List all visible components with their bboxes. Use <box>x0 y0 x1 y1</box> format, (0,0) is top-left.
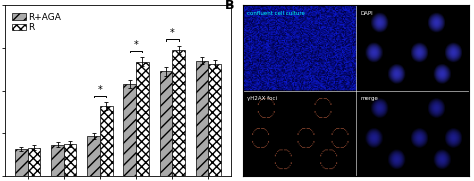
Text: *: * <box>98 85 102 95</box>
Bar <box>27 148 40 176</box>
Text: confluent cell culture: confluent cell culture <box>247 10 305 16</box>
Text: merge: merge <box>361 96 378 101</box>
Bar <box>87 136 100 176</box>
Text: B: B <box>225 0 234 12</box>
Bar <box>51 144 64 176</box>
Bar <box>15 149 27 176</box>
Bar <box>100 106 113 176</box>
Legend: R+AGA, R: R+AGA, R <box>9 10 64 35</box>
Text: *: * <box>170 28 174 38</box>
Text: γH2AX foci: γH2AX foci <box>247 96 277 101</box>
Bar <box>209 64 221 176</box>
Text: DAPI: DAPI <box>361 10 373 16</box>
Bar <box>172 50 185 176</box>
Bar <box>196 61 209 176</box>
Text: *: * <box>134 40 138 50</box>
Bar <box>64 144 76 176</box>
Bar <box>136 62 149 176</box>
Bar <box>123 84 136 176</box>
Bar <box>160 71 172 176</box>
